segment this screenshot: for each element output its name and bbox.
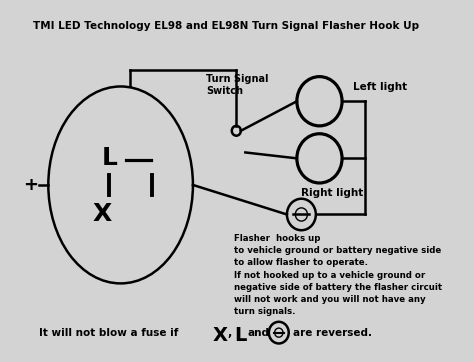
Text: +: + (23, 176, 38, 194)
Text: Turn Signal
Switch: Turn Signal Switch (207, 74, 269, 96)
Text: Left light: Left light (353, 81, 407, 92)
Text: It will not blow a fuse if: It will not blow a fuse if (39, 328, 179, 338)
Text: L: L (102, 146, 118, 171)
Text: Right light: Right light (301, 188, 364, 198)
Text: X: X (93, 202, 112, 227)
Text: X: X (213, 326, 228, 345)
Text: are reversed.: are reversed. (293, 328, 372, 338)
Text: L: L (235, 326, 247, 345)
Text: Flasher  hooks up
to vehicle ground or battery negative side
to allow flasher to: Flasher hooks up to vehicle ground or ba… (234, 234, 442, 316)
Text: ,: , (227, 328, 231, 338)
Text: and: and (247, 328, 269, 338)
Text: TMI LED Technology EL98 and EL98N Turn Signal Flasher Hook Up: TMI LED Technology EL98 and EL98N Turn S… (33, 21, 419, 30)
